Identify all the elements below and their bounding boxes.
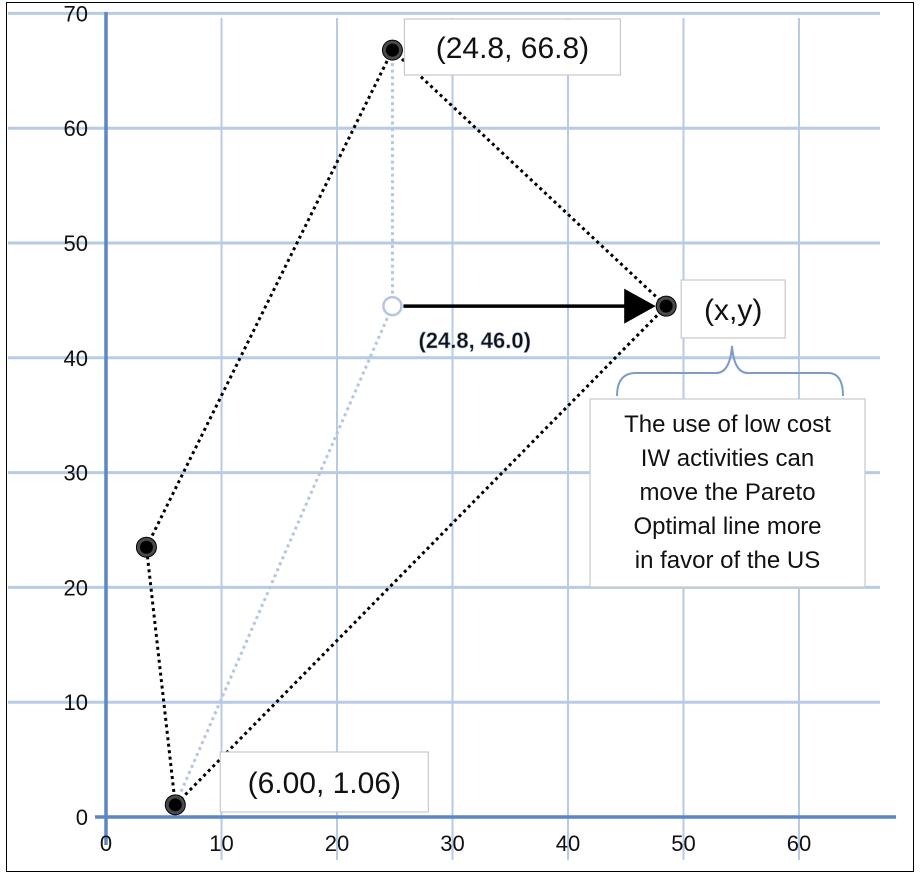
x-tick-label: 40	[556, 831, 580, 856]
annotation-line: in favor of the US	[635, 547, 820, 574]
x-tick-label: 60	[787, 831, 811, 856]
point-label-box	[680, 279, 786, 339]
curly-brace	[616, 345, 844, 397]
point-label-box	[403, 18, 622, 76]
point-label: (24.8, 66.8)	[436, 32, 589, 65]
grid	[8, 11, 880, 860]
pareto-dotted-line	[145, 49, 394, 548]
data-point	[139, 540, 153, 554]
y-tick-label: 60	[64, 116, 88, 141]
y-tick-label: 30	[64, 461, 88, 486]
annotation-line: IW activities can	[641, 445, 814, 472]
point-label: (x,y)	[704, 294, 762, 327]
x-tick-label: 20	[325, 831, 349, 856]
hollow-point	[382, 295, 403, 317]
data-points	[135, 39, 677, 816]
annotation-line: move the Pareto	[639, 479, 815, 506]
x-tick-label: 0	[100, 831, 112, 856]
annotation-line: Optimal line more	[633, 513, 821, 540]
x-tick-label: 50	[671, 831, 695, 856]
y-tick-label: 50	[64, 231, 88, 256]
y-tick-label: 70	[64, 1, 88, 26]
y-tick-label: 0	[76, 805, 88, 830]
faded-dotted-line	[173, 305, 394, 806]
faded-point-label: (24.8, 46.0)	[418, 328, 531, 353]
data-point	[168, 798, 182, 812]
pareto-dotted-line	[144, 547, 177, 805]
point-label-box	[219, 751, 429, 813]
data-point	[385, 43, 399, 57]
annotation-box	[589, 398, 866, 588]
pareto-dotted-line	[391, 49, 668, 308]
point-labels: (24.8, 66.8) (6.00, 1.06) (x,y) (24.8, 46.0…	[219, 18, 786, 813]
axes: 0 10 20 30 40 50 60 0 10 20 30 40 50 60 70	[64, 1, 896, 856]
x-tick-label: 30	[440, 831, 464, 856]
annotation-line: The use of low cost	[624, 411, 831, 438]
annotation: The use of low cost IW activities can move…	[589, 345, 866, 588]
point-label: (6.00, 1.06)	[248, 767, 401, 800]
data-point	[659, 299, 673, 313]
y-tick-label: 20	[64, 575, 88, 600]
y-tick-label: 10	[64, 690, 88, 715]
y-tick-label: 40	[64, 346, 88, 371]
x-tick-label: 10	[209, 831, 233, 856]
pareto-lines	[144, 49, 668, 806]
